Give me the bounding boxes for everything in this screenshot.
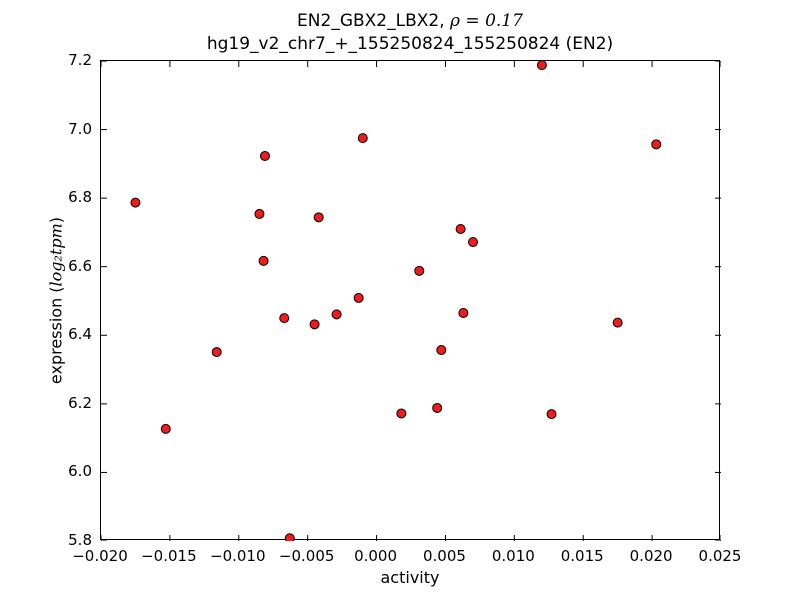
data-point (436, 345, 447, 356)
x-tick-label: −0.005 (278, 547, 335, 565)
x-axis-label: activity (380, 568, 440, 587)
y-tick-label: 5.8 (68, 531, 92, 549)
y-tick-label: 6.8 (68, 188, 92, 207)
x-tick-label: 0.020 (629, 547, 673, 565)
title-rho-value: ρ = 0.17 (450, 11, 523, 31)
data-point (284, 533, 295, 541)
data-point (130, 197, 141, 208)
y-tick-label: 6.2 (68, 393, 92, 412)
data-point (414, 265, 425, 276)
y-axis-label-suffix: ) (46, 216, 66, 224)
y-tick-label: 6.4 (68, 325, 92, 344)
y-axis-label-math: log₂tpm (46, 223, 66, 287)
data-point (279, 313, 290, 324)
plot-area (100, 60, 721, 541)
data-point (612, 317, 623, 328)
x-tick-label: 0.010 (491, 547, 535, 565)
data-point (455, 224, 466, 234)
data-point (254, 208, 265, 219)
data-point (546, 409, 557, 420)
data-point (353, 292, 364, 303)
chart-title: EN2_GBX2_LBX2, ρ = 0.17 hg19_v2_chr7_+_1… (100, 10, 720, 56)
y-tick-label: 6.6 (68, 256, 92, 275)
title-line-1: EN2_GBX2_LBX2, ρ = 0.17 (100, 10, 720, 33)
plot-svg (101, 61, 721, 541)
title-line-1-text: EN2_GBX2_LBX2, (297, 11, 451, 31)
x-tick-label: 0.015 (560, 547, 604, 565)
y-tick-label: 6.0 (68, 462, 92, 481)
x-tick-label: −0.020 (72, 547, 128, 565)
data-point (651, 139, 662, 150)
data-point (211, 347, 222, 358)
data-point (258, 255, 269, 266)
x-tick-label: −0.010 (210, 547, 266, 565)
data-point (357, 133, 368, 144)
x-tick-label: 0.000 (354, 547, 398, 565)
data-point (309, 319, 320, 330)
y-tick-label: 7.0 (68, 119, 92, 138)
data-point (160, 423, 171, 434)
data-point (468, 237, 478, 248)
data-point (313, 212, 324, 223)
x-tick-label: 0.025 (698, 547, 742, 565)
data-point (259, 150, 270, 161)
y-tick-label: 7.2 (68, 51, 92, 69)
title-line-2: hg19_v2_chr7_+_155250824_155250824 (EN2) (206, 34, 614, 54)
data-point (331, 309, 342, 320)
x-tick-label: −0.015 (141, 547, 197, 565)
x-tick-label: 0.005 (422, 547, 466, 565)
data-point (458, 308, 469, 318)
data-point (536, 61, 547, 71)
data-point (432, 402, 443, 413)
data-point (396, 408, 407, 419)
